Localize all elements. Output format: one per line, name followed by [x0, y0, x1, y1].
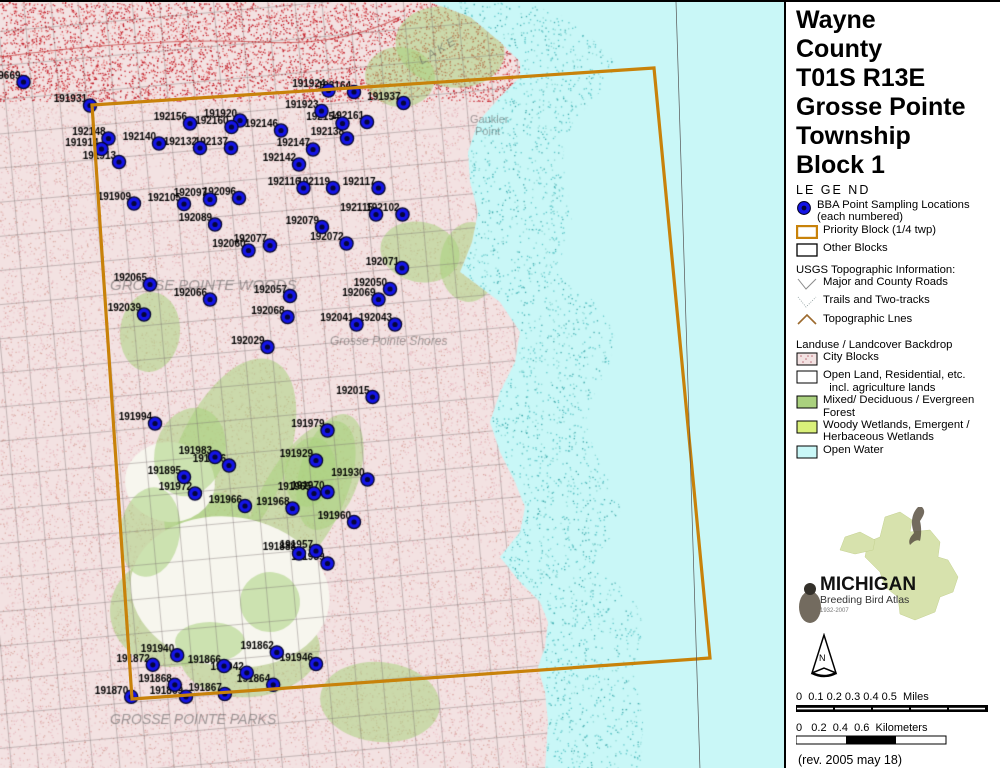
- svg-text:Breeding Bird Atlas: Breeding Bird Atlas: [820, 594, 909, 606]
- svg-text:MICHIGAN: MICHIGAN: [820, 574, 916, 595]
- svg-text:1932-2007: 1932-2007: [820, 608, 849, 614]
